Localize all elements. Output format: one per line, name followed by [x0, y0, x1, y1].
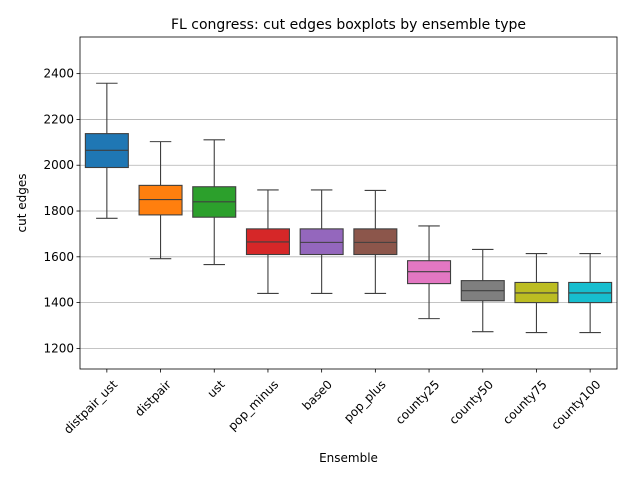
box-county75: [514, 253, 559, 334]
iqr-box: [353, 228, 398, 256]
box-ust: [192, 139, 237, 266]
plot-frame: [79, 36, 618, 370]
x-axis-label: Ensemble: [319, 451, 378, 465]
box-distpair_ust: [84, 82, 129, 219]
box-base0: [299, 189, 344, 294]
y-axis-label: cut edges: [15, 174, 29, 233]
y-tick-label: 2000: [43, 158, 74, 172]
box-pop_minus: [245, 189, 290, 294]
y-tick-label: 1400: [43, 296, 74, 310]
iqr-box: [299, 228, 344, 256]
boxes: [84, 82, 613, 334]
box-distpair: [138, 141, 183, 260]
chart-title: FL congress: cut edges boxplots by ensem…: [171, 17, 526, 33]
y-tick-label: 2400: [43, 67, 74, 81]
y-tick-label: 1200: [43, 341, 74, 355]
y-tick-label: 1800: [43, 204, 74, 218]
iqr-box: [138, 184, 183, 216]
box-county25: [407, 225, 452, 320]
box-county100: [568, 253, 613, 334]
box-pop_plus: [353, 189, 398, 294]
box-county50: [460, 248, 505, 333]
y-tick-label: 2200: [43, 112, 74, 126]
y-tick-label: 1600: [43, 250, 74, 264]
